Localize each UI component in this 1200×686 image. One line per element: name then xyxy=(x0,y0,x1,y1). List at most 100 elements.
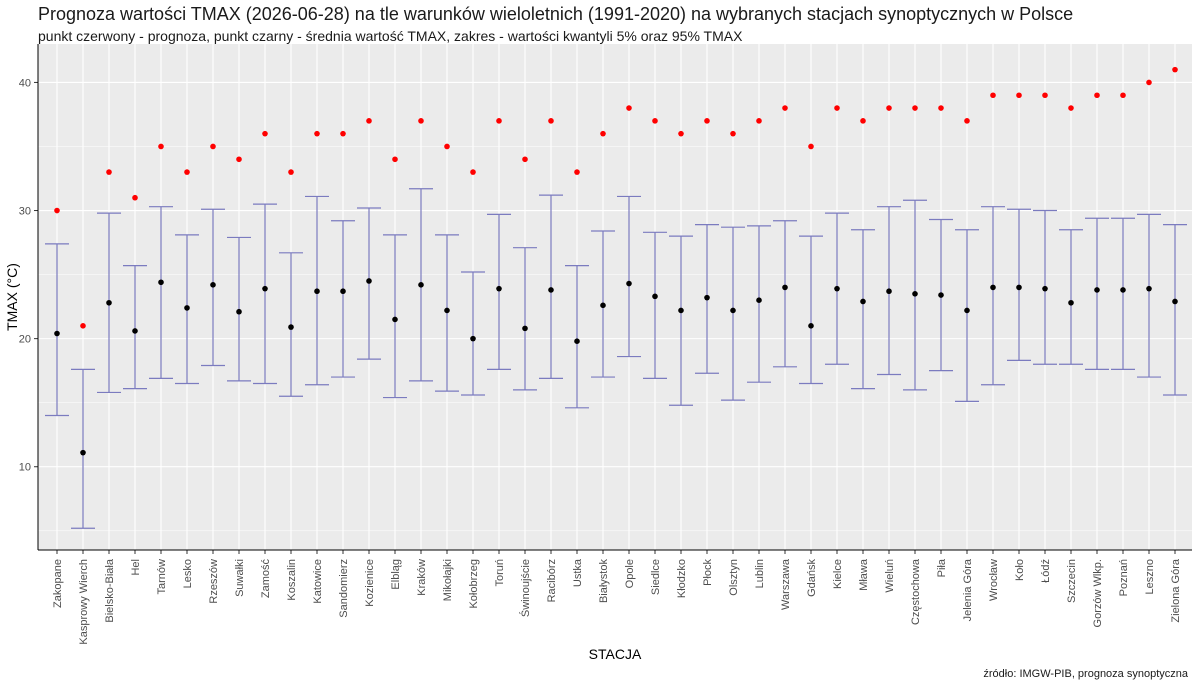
forecast-point xyxy=(626,105,632,111)
x-tick-label: Kraków xyxy=(416,559,428,596)
forecast-point xyxy=(418,118,424,124)
forecast-point xyxy=(678,130,684,137)
x-tick-label: Racibórz xyxy=(546,559,558,602)
x-axis-title: STACJA xyxy=(589,646,642,662)
forecast-point xyxy=(1172,66,1178,73)
errorbar xyxy=(331,220,355,378)
mean-point xyxy=(912,290,918,297)
x-tick-label: Zamość xyxy=(260,559,272,599)
forecast-point xyxy=(80,323,86,329)
source-caption: źródło: IMGW-PIB, prognoza synoptyczna xyxy=(983,668,1188,680)
x-tick-label: Kołobrzeg xyxy=(468,559,480,609)
errorbar xyxy=(149,206,173,379)
forecast-point xyxy=(938,105,944,111)
forecast-point xyxy=(210,143,216,150)
errorbar xyxy=(955,229,979,403)
errorbar xyxy=(721,226,745,401)
mean-point xyxy=(548,287,554,293)
forecast-point xyxy=(1068,105,1074,111)
mean-point xyxy=(1042,285,1048,292)
errorbar xyxy=(565,265,589,409)
y-tick-label: 30 xyxy=(19,206,31,218)
errorbar xyxy=(487,213,511,370)
mean-point xyxy=(80,449,86,456)
errorbar xyxy=(123,265,147,390)
x-tick-label: Jelenia Góra xyxy=(962,558,974,621)
x-tick-label: Zakopane xyxy=(52,559,64,608)
mean-point xyxy=(1068,299,1074,306)
mean-point xyxy=(288,324,294,330)
mean-point xyxy=(158,279,164,286)
errorbar xyxy=(45,243,69,417)
mean-point xyxy=(236,308,242,315)
x-tick-label: Warszawa xyxy=(780,558,792,610)
x-tick-label: Bielsko-Biała xyxy=(104,558,116,622)
forecast-point xyxy=(1120,92,1126,99)
forecast-point xyxy=(1042,92,1048,99)
errorbar xyxy=(71,368,95,529)
x-tick-label: Gdańsk xyxy=(806,559,818,597)
errorbar xyxy=(799,235,823,385)
x-tick-label: Wieluń xyxy=(884,559,896,593)
x-tick-label: Sandomierz xyxy=(338,559,350,618)
x-tick-label: Ustka xyxy=(572,558,584,587)
mean-point xyxy=(210,282,216,288)
errorbar xyxy=(773,220,797,368)
mean-point xyxy=(938,292,944,298)
mean-point xyxy=(860,298,866,305)
forecast-point xyxy=(912,105,918,111)
x-tick-label: Wrocław xyxy=(988,559,1000,601)
forecast-point xyxy=(990,92,996,99)
errorbar xyxy=(669,235,693,406)
mean-point xyxy=(652,293,658,300)
x-tick-label: Katowice xyxy=(312,559,324,604)
mean-point xyxy=(704,294,710,301)
x-tick-label: Świnoujście xyxy=(519,559,532,617)
mean-point xyxy=(340,288,346,295)
forecast-point xyxy=(704,118,710,124)
errorbar xyxy=(1137,213,1161,378)
mean-point xyxy=(132,328,138,334)
x-tick-label: Lublin xyxy=(754,559,766,588)
forecast-point xyxy=(470,169,476,175)
x-tick-label: Olsztyn xyxy=(728,559,740,596)
forecast-point xyxy=(392,156,398,163)
x-tick-label: Lesko xyxy=(182,559,194,588)
x-tick-label: Suwałki xyxy=(234,559,246,597)
x-tick-label: Kozienice xyxy=(364,559,376,607)
errorbar xyxy=(253,203,277,385)
mean-point xyxy=(314,288,320,295)
x-tick-label: Leszno xyxy=(1144,559,1156,594)
x-tick-label: Mikołajki xyxy=(442,559,454,601)
errorbar xyxy=(617,195,641,358)
forecast-point xyxy=(808,143,814,150)
mean-point xyxy=(444,307,450,314)
errorbar xyxy=(513,247,537,391)
y-tick-label: 10 xyxy=(19,462,31,474)
x-tick-label: Rzeszów xyxy=(208,559,220,604)
mean-point xyxy=(418,282,424,288)
x-tick-label: Piła xyxy=(936,558,948,577)
mean-point xyxy=(964,307,970,314)
forecast-point xyxy=(782,105,788,111)
x-tick-label: Szczecin xyxy=(1066,559,1078,603)
mean-point xyxy=(106,299,112,306)
x-tick-label: Elbląg xyxy=(390,559,402,590)
mean-point xyxy=(392,316,398,323)
mean-point xyxy=(1120,287,1126,293)
errorbar xyxy=(1111,217,1135,370)
mean-point xyxy=(886,288,892,295)
mean-point xyxy=(808,323,814,329)
errorbar xyxy=(1163,224,1187,396)
mean-point xyxy=(1016,284,1022,291)
x-tick-label: Kasprowy Wierch xyxy=(78,559,90,645)
mean-point xyxy=(262,285,268,292)
chart-title: Prognoza wartości TMAX (2026-06-28) na t… xyxy=(38,4,1074,24)
forecast-point xyxy=(964,118,970,124)
mean-point xyxy=(470,335,476,342)
x-tick-label: Koło xyxy=(1014,559,1026,581)
x-tick-label: Opole xyxy=(624,559,636,588)
x-tick-label: Koszalin xyxy=(286,559,298,601)
errorbar xyxy=(643,231,667,379)
forecast-point xyxy=(288,169,294,175)
